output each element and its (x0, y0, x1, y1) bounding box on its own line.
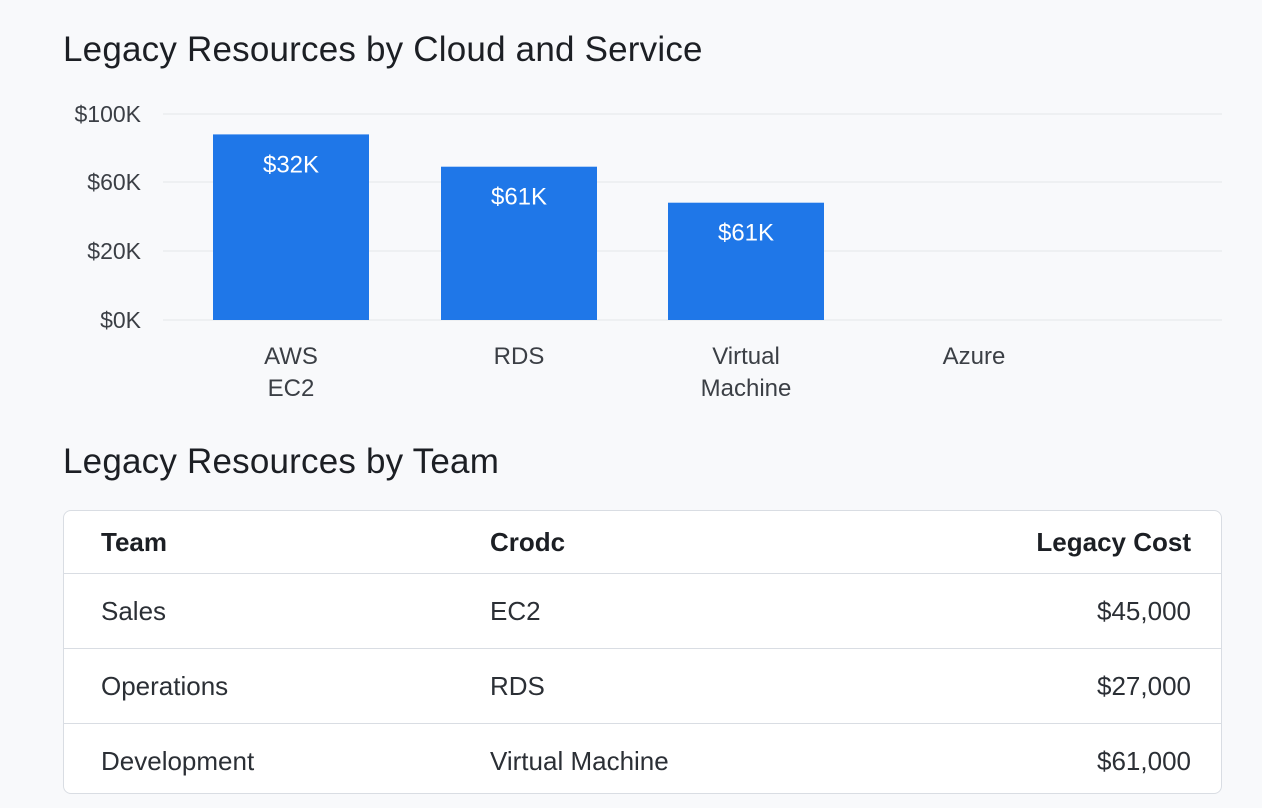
cell-service: EC2 (453, 573, 903, 649)
column-header-team: Team (101, 526, 167, 557)
y-tick-label: $20K (87, 238, 141, 264)
cell-team: Development (64, 723, 453, 793)
bar-chart: $0K $20K $60K $100K $32K $61K $61K AWS EC2 RDS V… (74, 101, 1222, 402)
bar-data-labels: $32K $61K $61K (263, 151, 774, 246)
cell-legacy-cost: $27,000 (903, 648, 1221, 724)
bar (213, 134, 369, 320)
x-category-label: Azure (943, 343, 1006, 370)
x-category-label: Virtual (712, 343, 780, 370)
x-category-label: Machine (701, 375, 792, 402)
table-row: Operations RDS $27,000 (64, 648, 1221, 724)
table-row: Sales EC2 $45,000 (64, 573, 1221, 649)
table-row: Development Virtual Machine $61,000 (64, 723, 1221, 793)
cell-service: RDS (453, 648, 903, 724)
bar-data-label: $61K (718, 220, 774, 247)
chart-title: Legacy Resources by Cloud and Service (63, 30, 703, 69)
team-table-card: Team Crodc Legacy Cost Sales EC2 $45,000… (63, 510, 1222, 794)
y-tick-label: $100K (74, 101, 141, 127)
bars (213, 134, 824, 320)
bar (668, 202, 824, 320)
cell-legacy-cost: $45,000 (903, 573, 1221, 649)
column-header-legacy-cost: Legacy Cost (1036, 526, 1191, 557)
x-category-label: EC2 (268, 375, 315, 402)
y-tick-label: $60K (87, 169, 141, 195)
cell-legacy-cost: $61,000 (903, 723, 1221, 793)
team-section-title: Legacy Resources by Team (63, 442, 500, 481)
cell-service: Virtual Machine (453, 723, 903, 793)
x-category-label: AWS (264, 343, 318, 370)
y-axis-ticks: $0K $20K $60K $100K (74, 101, 141, 333)
bar-data-label: $32K (263, 151, 319, 178)
table-header-row: Team Crodc Legacy Cost (64, 511, 1221, 574)
cell-team: Sales (64, 573, 453, 649)
bar-data-label: $61K (491, 184, 547, 211)
team-table: Team Crodc Legacy Cost Sales EC2 $45,000… (64, 511, 1221, 793)
y-tick-label: $0K (100, 307, 142, 333)
x-axis-categories: AWS EC2 RDS Virtual Machine Azure (264, 343, 1005, 402)
bar (441, 166, 597, 320)
column-header-crodc: Crodc (490, 526, 566, 557)
cell-team: Operations (64, 648, 453, 724)
x-category-label: RDS (494, 343, 545, 370)
